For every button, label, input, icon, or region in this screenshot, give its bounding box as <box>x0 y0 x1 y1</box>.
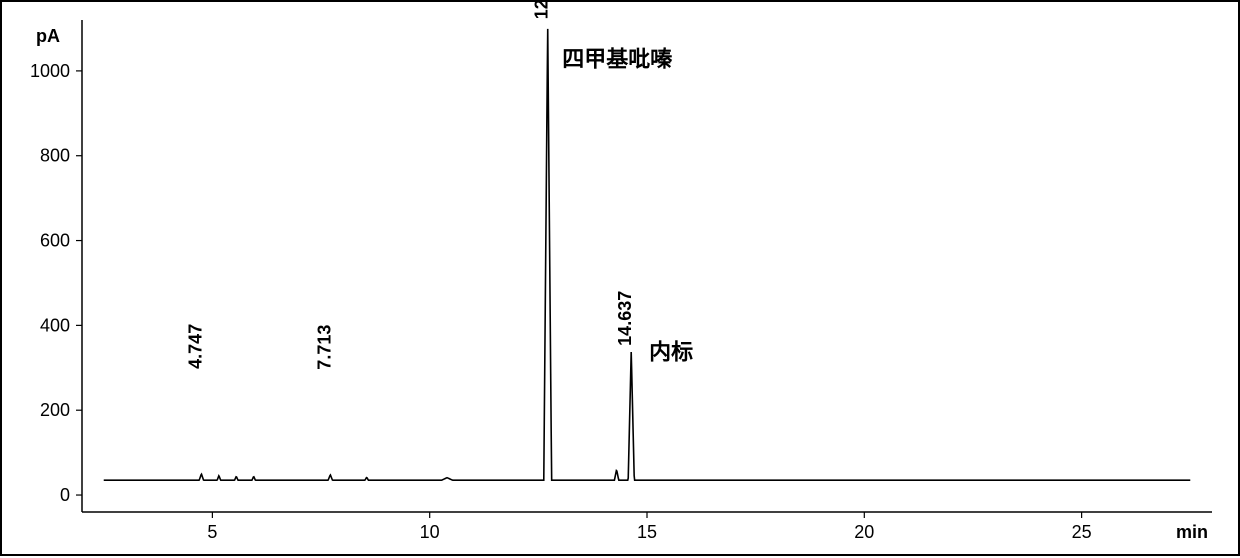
chromatogram-trace <box>104 29 1191 480</box>
x-tick-label: 25 <box>1072 522 1092 542</box>
y-tick-label: 200 <box>40 400 70 420</box>
chromatogram-plot: 5 10 15 20 25 min 0 200 400 600 800 1000 pA 4.747 7.71… <box>2 2 1240 558</box>
peak-rt-label: 4.747 <box>185 324 205 369</box>
y-tick-label: 600 <box>40 231 70 251</box>
y-axis-label: pA <box>36 26 60 46</box>
y-tick-label: 1000 <box>30 61 70 81</box>
x-tick-label: 15 <box>637 522 657 542</box>
x-tick-label: 20 <box>854 522 874 542</box>
peak-annotation: 内标 <box>649 339 693 364</box>
peak-rt-label: 12.715 <box>532 2 552 19</box>
x-tick-label: 5 <box>207 522 217 542</box>
y-tick-label: 400 <box>40 315 70 335</box>
peak-rt-label: 7.713 <box>314 325 334 370</box>
x-tick-label: 10 <box>420 522 440 542</box>
chart-frame: 5 10 15 20 25 min 0 200 400 600 800 1000 pA 4.747 7.71… <box>0 0 1240 556</box>
x-axis-label: min <box>1176 522 1208 542</box>
y-tick-label: 800 <box>40 146 70 166</box>
y-tick-label: 0 <box>60 485 70 505</box>
peak-rt-label: 14.637 <box>615 291 635 346</box>
peak-annotation: 四甲基吡嗪 <box>562 47 672 72</box>
